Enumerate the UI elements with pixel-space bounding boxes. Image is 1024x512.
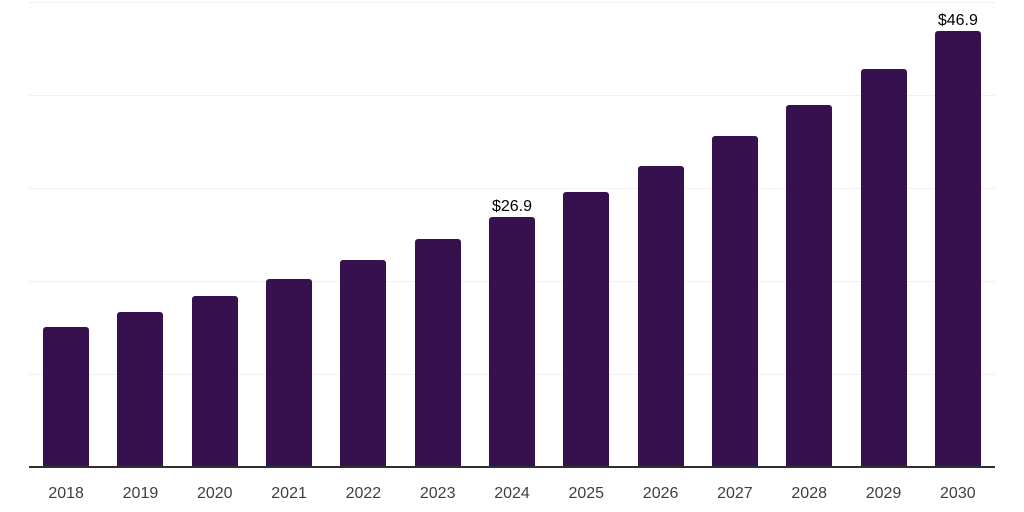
bar-2027 (711, 135, 758, 467)
x-axis-line (29, 466, 995, 468)
x-axis-label-2019: 2019 (122, 485, 159, 502)
bar-2026 (637, 165, 684, 467)
x-axis-label-2018: 2018 (48, 485, 84, 502)
gridline-y50 (29, 2, 995, 3)
bar-2029 (860, 68, 907, 467)
x-axis-label-2026: 2026 (642, 485, 679, 502)
x-axis-label-2020: 2020 (196, 485, 233, 502)
bar-2022 (340, 259, 387, 467)
data-label-2024: $26.9 (491, 197, 533, 215)
data-label-2030: $46.9 (937, 11, 978, 29)
bar-2021 (266, 279, 313, 467)
bar-2023 (414, 239, 461, 467)
x-axis-label-2025: 2025 (568, 485, 605, 502)
gridline-y30 (29, 188, 995, 189)
bar-2018 (43, 326, 90, 467)
x-axis-label-2027: 2027 (717, 485, 753, 502)
x-axis-label-2028: 2028 (791, 485, 827, 502)
x-axis-label-2029: 2029 (865, 485, 902, 502)
bar-2030 (934, 30, 981, 467)
bar-2025 (563, 191, 610, 467)
x-axis-label-2022: 2022 (345, 485, 382, 502)
bar-2019 (117, 311, 164, 467)
bar-2028 (786, 105, 833, 467)
bar-2024 (489, 216, 535, 467)
gridline-y40 (29, 95, 995, 96)
x-axis-label-2024: 2024 (494, 485, 530, 502)
x-axis-label-2023: 2023 (419, 485, 456, 502)
x-axis-label-2030: 2030 (940, 485, 976, 502)
x-axis-label-2021: 2021 (271, 485, 307, 502)
bar-2020 (191, 295, 238, 467)
